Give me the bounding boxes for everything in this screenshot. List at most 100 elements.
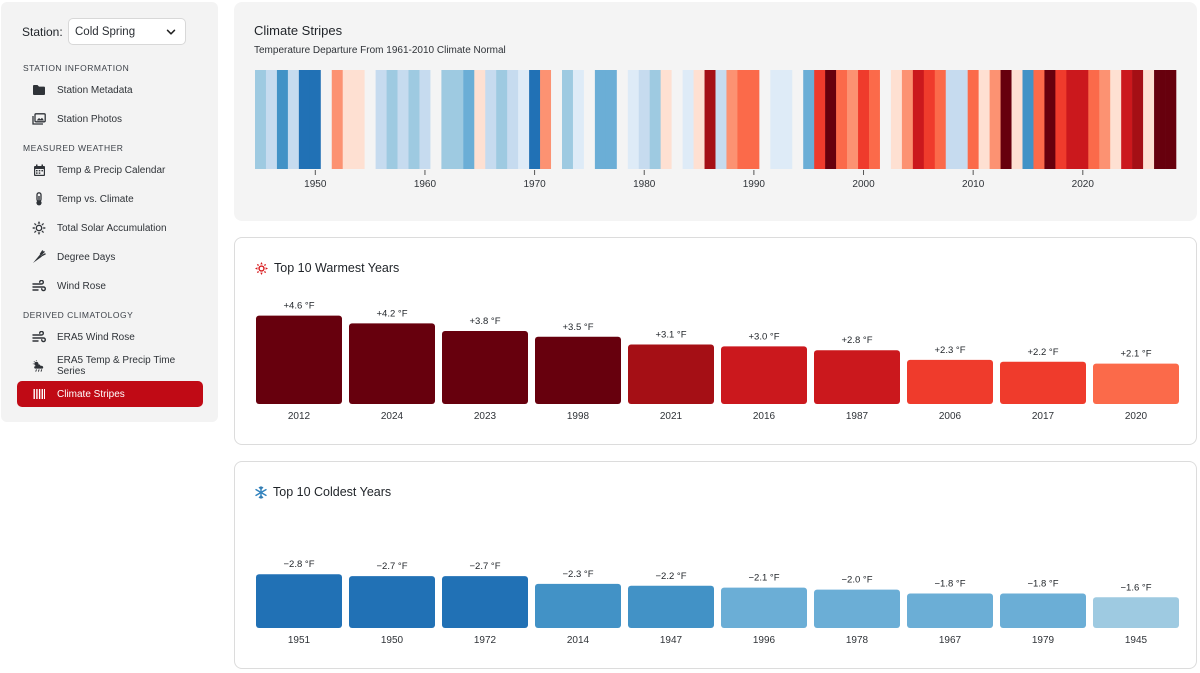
nav-item-total-solar-accumulation[interactable]: Total Solar Accumulation xyxy=(17,215,203,241)
station-value: Cold Spring xyxy=(75,25,136,38)
stripe-1982 xyxy=(660,70,672,169)
bar-value-label: −1.8 °F xyxy=(935,578,966,589)
nav-item-label: Wind Rose xyxy=(57,280,106,292)
bar-value-label: −1.6 °F xyxy=(1121,582,1152,593)
bar-value-label: +2.2 °F xyxy=(1028,347,1059,358)
stripe-1978 xyxy=(616,70,629,169)
stripe-2003 xyxy=(890,70,903,169)
coldest-years-title: Top 10 Coldest Years xyxy=(255,485,391,499)
wind-icon xyxy=(32,279,46,293)
stripe-2026 xyxy=(1143,70,1155,169)
nav-item-era5-temp-precip-time-series[interactable]: ERA5 Temp & Precip Time Series xyxy=(17,353,203,379)
stripe-1947 xyxy=(276,70,289,169)
bar-2017 xyxy=(1000,361,1086,404)
sun-icon xyxy=(32,221,46,235)
bar-1950 xyxy=(349,576,435,628)
nav-item-degree-days[interactable]: Degree Days xyxy=(17,244,203,270)
stripe-1999 xyxy=(847,70,859,169)
station-select[interactable]: Cold Spring xyxy=(68,18,186,45)
bar-year-label: 1978 xyxy=(846,635,869,646)
stripe-1951 xyxy=(320,70,333,169)
bar-year-label: 2006 xyxy=(939,411,962,422)
bar-value-label: +4.6 °F xyxy=(284,301,315,312)
bar-1945 xyxy=(1093,597,1179,628)
stripe-1959 xyxy=(408,70,420,169)
bar-year-label: 1945 xyxy=(1125,635,1148,646)
stripe-1992 xyxy=(770,70,782,169)
stripe-1977 xyxy=(605,70,618,169)
coldest-years-title-text: Top 10 Coldest Years xyxy=(273,485,392,499)
warmest-years-chart: +4.6 °F 2012 +4.2 °F 2024 +3.8 °F 2023 +3.5 °F… xyxy=(256,301,1179,422)
stripe-2016 xyxy=(1033,70,1045,169)
stripe-2001 xyxy=(869,70,881,169)
nav-item-label: Station Photos xyxy=(57,113,123,125)
stripe-1979 xyxy=(627,70,640,169)
bar-1979 xyxy=(1000,593,1086,628)
stripe-1955 xyxy=(364,70,376,169)
stripe-1971 xyxy=(540,70,552,169)
photos-icon xyxy=(32,112,46,126)
bar-1978 xyxy=(814,589,900,628)
wind-icon xyxy=(32,330,46,344)
bar-2012 xyxy=(256,315,342,404)
bar-value-label: −2.2 °F xyxy=(656,571,687,582)
stripe-1950 xyxy=(309,70,322,169)
stripe-1984 xyxy=(682,70,694,169)
cloud-sun-rain-icon xyxy=(32,359,46,373)
stripe-1983 xyxy=(671,70,683,169)
nav-item-climate-stripes[interactable]: Climate Stripes xyxy=(17,381,203,407)
stripe-2020 xyxy=(1077,70,1089,169)
stripe-2013 xyxy=(1000,70,1012,169)
bar-1987 xyxy=(814,350,900,404)
bar-1996 xyxy=(721,587,807,628)
bar-year-label: 2023 xyxy=(474,411,497,422)
stripe-1952 xyxy=(331,70,344,169)
bar-year-label: 1979 xyxy=(1032,635,1055,646)
station-picker: Station: Cold Spring xyxy=(22,18,186,45)
nav-item-temp-precip-calendar[interactable]: Temp & Precip Calendar xyxy=(17,157,203,183)
nav-item-label: Temp vs. Climate xyxy=(57,193,134,205)
stripe-2019 xyxy=(1066,70,1078,169)
nav-item-wind-rose[interactable]: Wind Rose xyxy=(17,273,203,299)
stripe-2010 xyxy=(967,70,979,169)
bar-value-label: −2.7 °F xyxy=(377,561,408,572)
bar-2016 xyxy=(721,346,807,404)
stripe-1988 xyxy=(726,70,738,169)
x-tick-label: 1990 xyxy=(743,179,766,190)
x-tick-label: 1980 xyxy=(633,179,656,190)
nav-item-station-metadata[interactable]: Station Metadata xyxy=(17,77,203,103)
stripe-2002 xyxy=(879,70,892,169)
nav-item-label: Station Metadata xyxy=(57,84,133,96)
nav-item-era5-wind-rose[interactable]: ERA5 Wind Rose xyxy=(17,324,203,350)
nav-item-temp-vs-climate[interactable]: Temp vs. Climate xyxy=(17,186,203,212)
stripe-2028 xyxy=(1165,70,1177,169)
stripe-2011 xyxy=(978,70,990,169)
x-tick-label: 1970 xyxy=(523,179,546,190)
stripe-1986 xyxy=(704,70,716,169)
stripe-1963 xyxy=(452,70,464,169)
stripe-2007 xyxy=(934,70,947,169)
stripe-2021 xyxy=(1088,70,1100,169)
nav-item-label: Climate Stripes xyxy=(57,388,125,400)
stripe-1996 xyxy=(814,70,826,169)
bar-value-label: +3.8 °F xyxy=(470,316,501,327)
coldest-years-panel: Top 10 Coldest Years −2.8 °F 1951 −2.7 °F 1… xyxy=(234,461,1197,669)
bar-year-label: 1998 xyxy=(567,411,590,422)
bar-value-label: +2.3 °F xyxy=(935,345,966,356)
stripe-2012 xyxy=(989,70,1001,169)
station-label: Station: xyxy=(22,24,63,39)
warmest-years-title: Top 10 Warmest Years xyxy=(255,261,399,275)
panel-title: Climate Stripes xyxy=(254,23,343,38)
bar-value-label: +3.0 °F xyxy=(749,331,780,342)
nav-item-label: ERA5 Temp & Precip Time Series xyxy=(57,355,176,377)
bar-year-label: 2024 xyxy=(381,411,404,422)
stripe-2017 xyxy=(1044,70,1056,169)
stripe-1989 xyxy=(737,70,749,169)
stripe-2009 xyxy=(956,70,968,169)
folder-icon xyxy=(32,83,46,97)
bar-value-label: −2.8 °F xyxy=(284,559,315,570)
stripe-1948 xyxy=(287,70,300,169)
stripe-1954 xyxy=(353,70,365,169)
bar-year-label: 1987 xyxy=(846,411,869,422)
nav-item-station-photos[interactable]: Station Photos xyxy=(17,106,203,132)
